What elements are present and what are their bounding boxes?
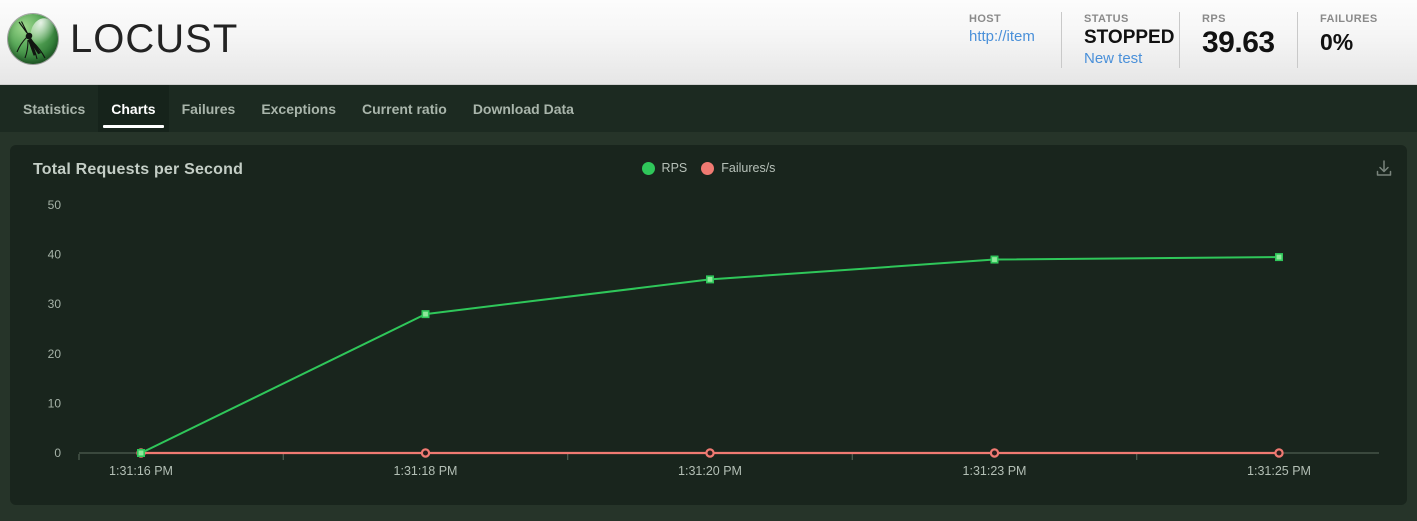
stat-failures: FAILURES 0%: [1297, 12, 1417, 68]
stat-rps-value: 39.63: [1202, 26, 1275, 59]
data-point[interactable]: [421, 310, 430, 319]
data-point[interactable]: [420, 448, 431, 458]
tab-download-data[interactable]: Download Data: [472, 100, 574, 117]
nav-tabs: Statistics Charts Failures Exceptions Cu…: [0, 85, 1417, 132]
tab-charts[interactable]: Charts: [98, 85, 169, 132]
tab-failures[interactable]: Failures: [181, 100, 236, 117]
legend-label-failures: Failures/s: [721, 161, 776, 175]
x-axis-tick: 1:31:20 PM: [678, 464, 742, 478]
y-axis-tick: 40: [48, 248, 62, 262]
download-icon[interactable]: [1373, 158, 1395, 180]
y-axis-tick: 30: [48, 297, 62, 311]
chart-legend: RPS Failures/s: [10, 161, 1407, 175]
stat-host-value[interactable]: http://item: [969, 28, 1035, 45]
y-axis-tick: 0: [54, 446, 61, 460]
x-axis-tick: 1:31:25 PM: [1247, 464, 1311, 478]
stat-host-label: HOST: [969, 13, 1002, 25]
brand: LOCUST: [0, 0, 238, 64]
tab-statistics[interactable]: Statistics: [23, 100, 86, 117]
stat-failures-value: 0%: [1320, 29, 1354, 55]
y-axis-tick: 10: [48, 396, 62, 410]
stat-rps-label: RPS: [1202, 13, 1226, 25]
x-axis-tick: 1:31:16 PM: [109, 464, 173, 478]
x-axis-tick: 1:31:18 PM: [394, 464, 458, 478]
main-content: Total Requests per Second RPS Failures/s…: [0, 132, 1417, 505]
new-test-link[interactable]: New test: [1084, 50, 1143, 67]
chart-title: Total Requests per Second: [33, 161, 244, 178]
tab-current-ratio[interactable]: Current ratio: [362, 100, 447, 117]
stat-rps: RPS 39.63: [1179, 12, 1297, 68]
data-point[interactable]: [705, 275, 714, 284]
stat-status-value: STOPPED: [1084, 27, 1175, 48]
data-point[interactable]: [705, 448, 715, 458]
legend-item-rps[interactable]: RPS: [641, 161, 688, 175]
legend-label-rps: RPS: [661, 161, 688, 175]
data-point[interactable]: [989, 448, 1000, 458]
app-header: LOCUST HOST http://item STATUS STOPPED N…: [0, 0, 1417, 85]
stat-status: STATUS STOPPED New test: [1061, 12, 1179, 68]
y-axis-tick: 20: [48, 347, 62, 361]
y-axis-tick: 50: [48, 198, 62, 212]
data-point[interactable]: [1275, 253, 1284, 262]
data-point[interactable]: [1274, 448, 1284, 458]
data-point[interactable]: [137, 448, 146, 457]
brand-name: LOCUST: [70, 17, 239, 61]
legend-dot-rps: [641, 161, 655, 175]
stat-host: HOST http://item: [953, 12, 1061, 68]
header-stats: HOST http://item STATUS STOPPED New test…: [953, 12, 1417, 68]
legend-dot-failures: [701, 161, 715, 175]
stat-failures-label: FAILURES: [1320, 13, 1378, 25]
chart-plot-area: 0 10 20 30 40 50 1:31:16 PM 1:31:18 PM 1:31:20 P…: [48, 198, 1379, 478]
data-point[interactable]: [990, 255, 999, 264]
tab-exceptions[interactable]: Exceptions: [261, 100, 337, 117]
locust-logo-icon: [8, 14, 58, 64]
legend-item-failures[interactable]: Failures/s: [701, 161, 775, 175]
chart-card-rps: Total Requests per Second RPS Failures/s…: [10, 145, 1407, 505]
series-line-rps: [140, 256, 1280, 454]
x-axis-tick: 1:31:23 PM: [963, 464, 1027, 478]
stat-status-label: STATUS: [1084, 13, 1129, 25]
